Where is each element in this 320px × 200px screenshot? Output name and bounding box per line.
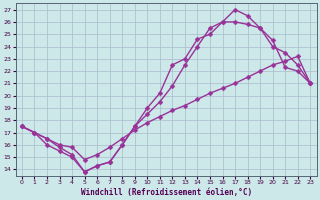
X-axis label: Windchill (Refroidissement éolien,°C): Windchill (Refroidissement éolien,°C) bbox=[81, 188, 252, 197]
